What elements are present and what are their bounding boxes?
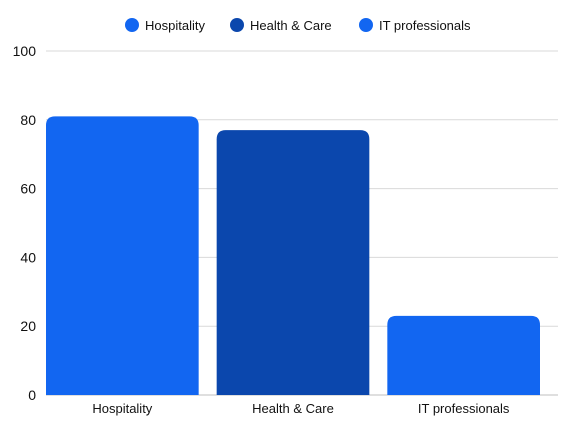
y-tick-label-100: 100 [13, 43, 37, 59]
y-tick-label-80: 80 [20, 112, 36, 128]
legend-label-health-and-care: Health & Care [250, 18, 332, 33]
x-axis-labels: Hospitality Health & Care IT professionals [92, 401, 510, 416]
y-tick-label-60: 60 [20, 181, 36, 197]
y-axis-ticks: 0 20 40 60 80 100 [13, 43, 37, 403]
legend-marker-health-and-care [230, 18, 244, 32]
x-tick-label-it-professionals: IT professionals [418, 401, 510, 416]
bars [46, 116, 540, 396]
legend-item-it-professionals: IT professionals [359, 18, 471, 33]
legend-item-hospitality: Hospitality [125, 18, 205, 33]
legend: Hospitality Health & Care IT professionals [125, 18, 471, 33]
y-tick-label-20: 20 [20, 318, 36, 334]
bar-it-professionals [387, 315, 540, 395]
legend-marker-it-professionals [359, 18, 373, 32]
bar-health-and-care [216, 130, 370, 395]
bar-hospitality [46, 116, 199, 396]
x-tick-label-hospitality: Hospitality [92, 401, 152, 416]
legend-label-hospitality: Hospitality [145, 18, 205, 33]
y-tick-label-40: 40 [20, 249, 36, 265]
legend-item-health-and-care: Health & Care [230, 18, 332, 33]
y-tick-label-0: 0 [28, 387, 36, 403]
x-tick-label-health-and-care: Health & Care [252, 401, 334, 416]
legend-label-it-professionals: IT professionals [379, 18, 471, 33]
legend-marker-hospitality [125, 18, 139, 32]
